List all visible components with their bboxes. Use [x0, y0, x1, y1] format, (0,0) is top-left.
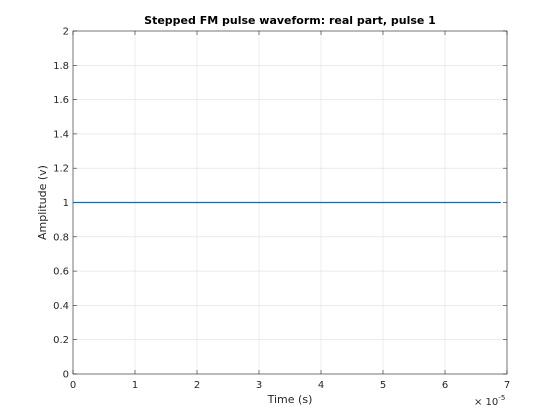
y-tick-label: 0.8: [53, 232, 69, 243]
y-tick-label: 2: [63, 27, 69, 38]
y-tick-label: 0.6: [53, 267, 69, 278]
y-axis-label: Amplitude (v): [36, 165, 49, 240]
x-axis-label: Time (s): [267, 393, 313, 406]
y-tick-label: 1.2: [53, 164, 69, 175]
x-tick-label: 1: [132, 380, 138, 391]
x-tick-label: 3: [256, 380, 262, 391]
ticks: 0 1 2 3 4 5 6 7 0 0.2 0.4 0.6 0.8 1 1.2 1.4 1.6 1.8 2: [53, 27, 510, 392]
x-tick-label: 7: [504, 380, 510, 391]
x-tick-label: 5: [380, 380, 386, 391]
y-tick-label: 0.4: [53, 301, 69, 312]
y-tick-label: 1: [63, 198, 69, 209]
chart-title: Stepped FM pulse waveform: real part, pu…: [144, 14, 436, 27]
x-tick-label: 6: [442, 380, 448, 391]
x-tick-label: 0: [70, 380, 76, 391]
x-axis-exponent: × 10-5: [474, 394, 505, 408]
y-tick-label: 1.8: [53, 61, 69, 72]
x-axis-exponent-power: -5: [498, 394, 505, 402]
y-tick-label: 0: [63, 370, 69, 381]
x-tick-label: 4: [318, 380, 324, 391]
y-tick-label: 1.6: [53, 95, 69, 106]
y-tick-label: 0.2: [53, 335, 69, 346]
y-tick-label: 1.4: [53, 129, 69, 140]
x-tick-label: 2: [194, 380, 200, 391]
x-axis-exponent-base: × 10: [474, 397, 498, 408]
